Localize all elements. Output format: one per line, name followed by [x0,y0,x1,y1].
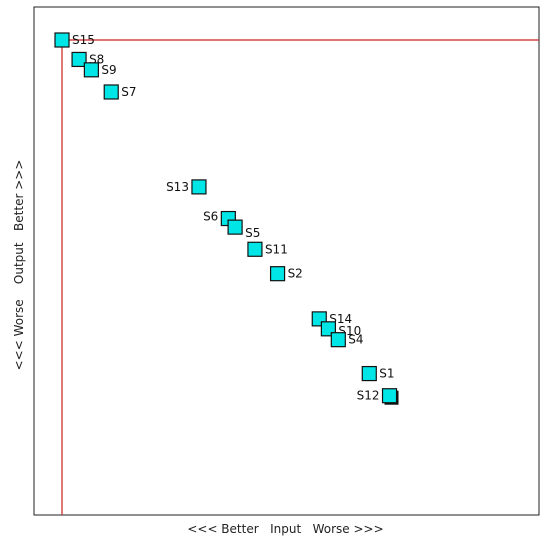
data-point-s4[interactable]: S4 [330,332,364,348]
point-label: S5 [245,226,260,240]
data-point-s2[interactable]: S2 [269,266,303,282]
point-marker [381,388,398,404]
point-label: S7 [121,85,136,99]
point-label: S1 [379,367,394,381]
point-marker [83,62,99,78]
point-marker [71,51,87,68]
point-marker [54,32,70,48]
data-point-s5[interactable]: S5 [227,219,260,240]
data-point-s9[interactable]: S9 [83,62,117,78]
x-axis-label: <<< Better Input Worse >>> [187,522,384,536]
y-axis-label: <<< Worse Output Better >>> [12,159,26,371]
point-marker [247,241,263,257]
data-point-s12[interactable]: S12 [357,388,399,405]
point-label: S15 [72,33,95,47]
data-point-s11[interactable]: S11 [247,241,288,257]
point-marker [227,219,243,235]
point-marker [330,332,346,348]
point-label: S6 [203,210,218,224]
point-label: S9 [101,63,116,77]
plot-frame [33,6,540,516]
reference-lines [61,39,539,515]
point-marker [191,179,207,195]
point-label: S11 [265,242,288,256]
data-point-s15[interactable]: S15 [54,32,95,48]
data-point-s7[interactable]: S7 [103,84,136,100]
point-marker [269,266,286,282]
data-point-s13[interactable]: S13 [166,179,207,195]
point-label: S2 [288,267,303,281]
point-marker [103,84,119,100]
data-point-s1[interactable]: S1 [361,365,395,382]
point-marker [361,365,377,382]
point-label: S4 [348,333,363,347]
point-label: S13 [166,180,189,194]
point-label: S12 [357,389,380,403]
